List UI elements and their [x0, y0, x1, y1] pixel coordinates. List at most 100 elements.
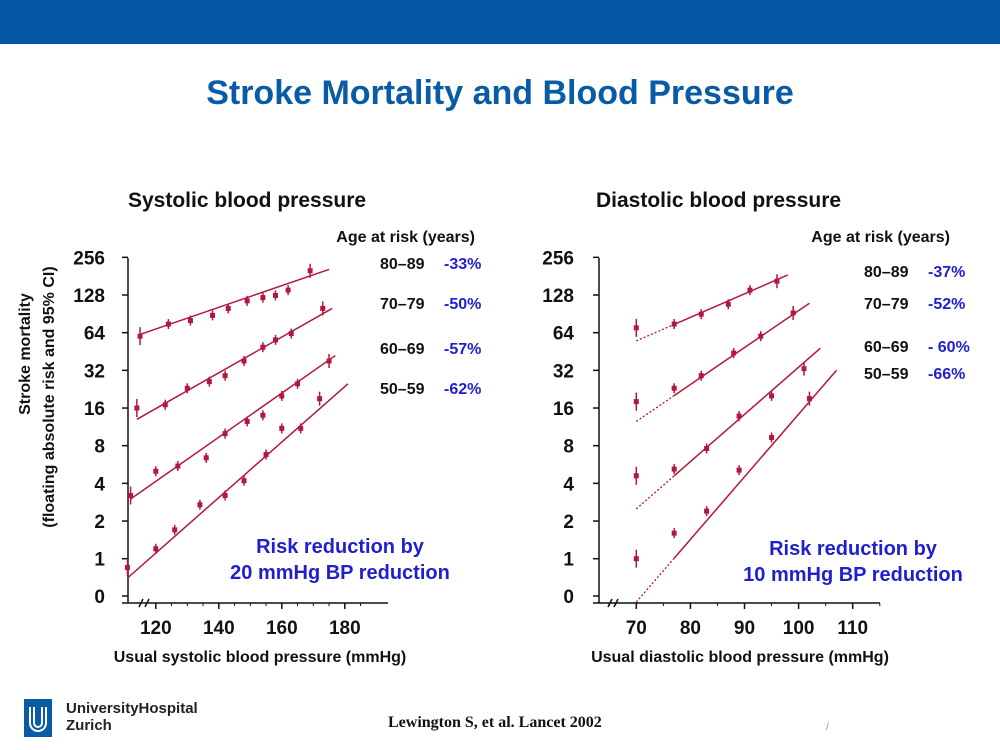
- data-point: [244, 418, 250, 424]
- legend-reduction: -57%: [444, 341, 481, 358]
- data-point: [244, 298, 250, 304]
- fit-line: [139, 268, 330, 336]
- data-point: [671, 466, 677, 472]
- x-tick-label: 180: [329, 618, 361, 639]
- data-point: [162, 402, 168, 408]
- risk-reduction-annotation: 10 mmHg BP reduction: [743, 564, 963, 586]
- y-tick-label: 128: [73, 286, 105, 307]
- data-point: [698, 311, 704, 317]
- data-point: [774, 278, 780, 284]
- data-point: [165, 321, 171, 327]
- brand-text: UniversityHospital Zurich: [66, 700, 198, 734]
- data-point: [260, 412, 266, 418]
- data-point: [128, 492, 134, 498]
- y-tick-label: 128: [542, 286, 574, 307]
- data-point: [222, 431, 228, 437]
- x-tick-label: 100: [783, 618, 815, 639]
- y-tick-label: 0: [563, 587, 574, 608]
- fit-line-extrapolated: [635, 395, 675, 422]
- data-point: [124, 565, 130, 571]
- legend-age-group: 60–69: [864, 339, 909, 356]
- fit-line: [673, 302, 810, 397]
- fit-line: [136, 307, 333, 420]
- x-tick-label: 120: [140, 618, 172, 639]
- risk-reduction-annotation: Risk reduction by: [769, 538, 938, 560]
- y-tick-label: 8: [563, 437, 574, 458]
- x-tick-label: 140: [203, 618, 235, 639]
- y-tick-label: 32: [84, 361, 105, 382]
- fit-line: [126, 383, 349, 579]
- data-point: [326, 358, 332, 364]
- data-point: [758, 333, 764, 339]
- x-axis-label: Usual systolic blood pressure (mmHg): [114, 649, 407, 666]
- y-tick-label: 2: [563, 512, 574, 533]
- y-tick-label: 32: [553, 361, 574, 382]
- data-point: [671, 385, 677, 391]
- data-point: [273, 337, 278, 343]
- chart-title: Diastolic blood pressure: [596, 189, 841, 212]
- data-point: [222, 492, 228, 498]
- data-point: [736, 467, 742, 473]
- x-tick-label: 70: [626, 618, 647, 639]
- y-tick-label: 4: [563, 474, 574, 495]
- y-tick-label: 0: [94, 587, 105, 608]
- data-point: [241, 478, 247, 484]
- data-point: [769, 435, 775, 441]
- fit-line-extrapolated: [636, 323, 675, 342]
- legend-reduction: - 60%: [928, 339, 970, 356]
- y-axis-label-secondary: (floating absolute risk and 95% CI): [41, 266, 58, 527]
- data-point: [134, 405, 140, 411]
- y-tick-label: 64: [84, 324, 106, 345]
- data-point: [747, 287, 753, 293]
- data-point: [633, 556, 639, 562]
- x-tick-label: 90: [734, 618, 755, 639]
- data-point: [222, 373, 228, 379]
- legend-age-group: 70–79: [380, 296, 425, 313]
- fit-line-extrapolated: [635, 475, 675, 510]
- y-tick-label: 8: [94, 437, 105, 458]
- data-point: [187, 318, 193, 324]
- data-point: [273, 292, 278, 298]
- data-point: [279, 393, 285, 399]
- y-tick-label: 16: [553, 399, 574, 420]
- y-tick-label: 4: [94, 474, 105, 495]
- brand-line1: UniversityHospital: [66, 700, 198, 717]
- data-point: [153, 468, 159, 474]
- fit-line: [673, 347, 821, 477]
- legend-title: Age at risk (years): [336, 229, 475, 246]
- data-point: [806, 396, 812, 402]
- data-point: [298, 425, 304, 431]
- brand-line2: Zurich: [66, 717, 112, 734]
- data-point: [279, 425, 285, 431]
- data-point: [633, 473, 639, 479]
- data-point: [153, 546, 159, 552]
- y-axis-label: Stroke mortality: [17, 293, 34, 415]
- data-point: [704, 445, 710, 451]
- y-tick-label: 1: [563, 550, 574, 571]
- data-point: [288, 331, 294, 337]
- slide-title: Stroke Mortality and Blood Pressure: [206, 74, 794, 112]
- risk-reduction-annotation: 20 mmHg BP reduction: [230, 562, 450, 584]
- data-point: [172, 527, 178, 533]
- data-point: [704, 508, 710, 514]
- data-point: [206, 379, 212, 385]
- y-tick-label: 2: [94, 512, 105, 533]
- data-point: [241, 358, 247, 364]
- data-point: [736, 413, 742, 419]
- legend-reduction: -37%: [928, 264, 965, 281]
- legend-reduction: -50%: [444, 296, 481, 313]
- data-point: [633, 325, 639, 331]
- data-point: [137, 333, 143, 339]
- y-tick-label: 64: [553, 324, 575, 345]
- data-point: [260, 295, 266, 301]
- data-point: [801, 366, 807, 372]
- data-point: [725, 301, 731, 307]
- fit-line: [673, 274, 789, 326]
- university-logo-icon: [24, 699, 52, 737]
- data-point: [203, 455, 209, 461]
- data-point: [197, 502, 203, 508]
- citation: Lewington S, et al. Lancet 2002: [388, 714, 602, 731]
- axis-break-mark: [607, 598, 619, 608]
- data-point: [260, 344, 266, 350]
